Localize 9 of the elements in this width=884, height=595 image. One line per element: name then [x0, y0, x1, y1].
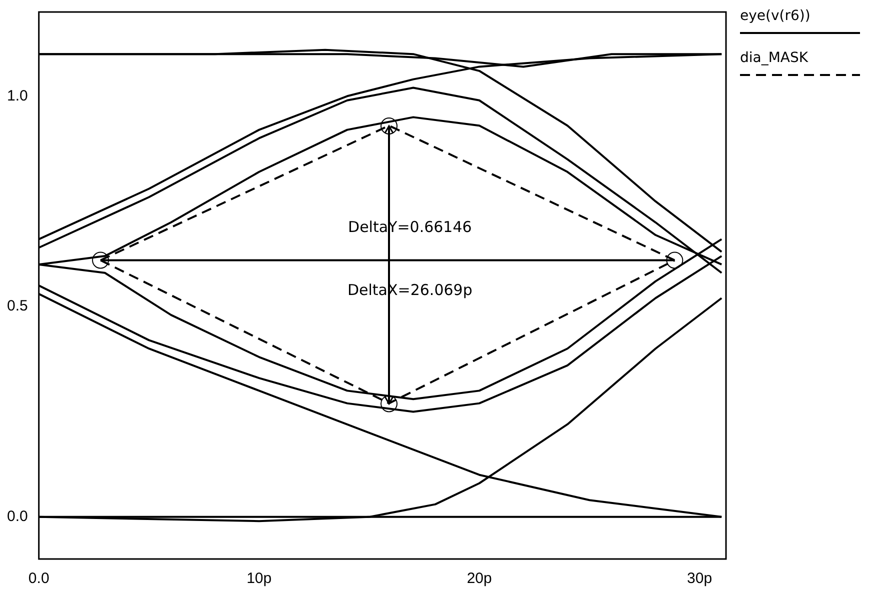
- text: eye(v(r6)): [740, 8, 812, 24]
- y-tick-label: 0.0: [6, 508, 28, 526]
- text: dia_MASK: [740, 50, 810, 66]
- x-tick-label: 10p: [246, 570, 272, 588]
- x-tick-label: 20p: [466, 570, 492, 588]
- y-tick-label: 1.0: [6, 87, 28, 104]
- y-tick-label: 0.5: [6, 298, 28, 315]
- x-tick-label: 0.0: [28, 570, 50, 588]
- x-tick-label: 30p: [687, 570, 712, 588]
